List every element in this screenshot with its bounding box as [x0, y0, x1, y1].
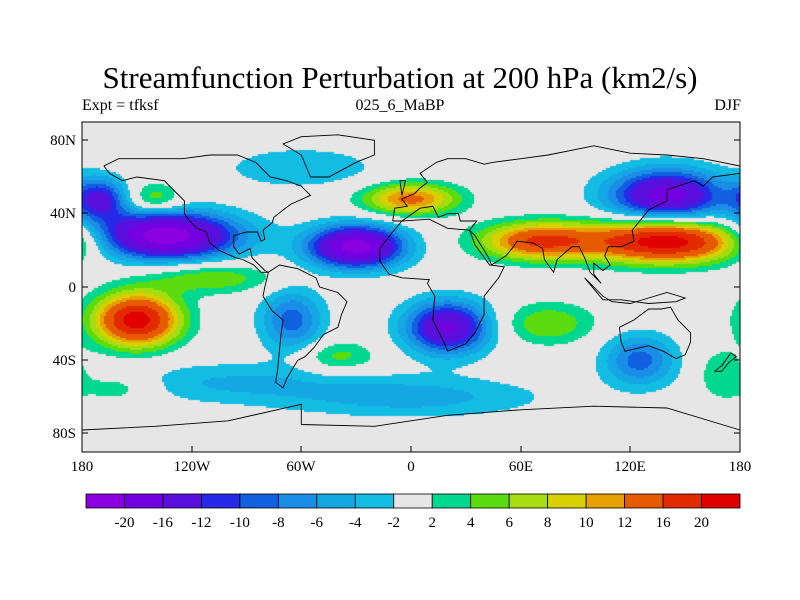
y-axis: 80N 40N 0 40S 80S: [50, 133, 740, 442]
colorbar-label: 4: [467, 515, 475, 531]
colorbar-label: 2: [428, 515, 436, 531]
colorbar-swatch: [470, 493, 510, 509]
coastline: [282, 134, 375, 178]
coastline: [584, 277, 687, 304]
colorbar-swatch: [431, 493, 472, 509]
colorbar-swatch: [585, 493, 625, 509]
coastline: [399, 180, 407, 196]
colorbar-swatch: [239, 493, 279, 509]
colorbar-label: 20: [694, 515, 709, 531]
y-tick-label: 80N: [50, 133, 76, 149]
colorbar-swatch: [316, 493, 356, 509]
coastline: [392, 145, 741, 284]
experiment-label: Expt = tfksf: [82, 97, 159, 114]
colorbar-label: -8: [272, 515, 285, 531]
x-tick-label: 180: [729, 459, 752, 475]
x-tick-label: 120W: [174, 459, 212, 475]
colorbar-label: 8: [544, 515, 552, 531]
colorbar-swatch: [201, 493, 241, 509]
colorbar-label: 16: [656, 515, 672, 531]
y-tick-label: 40S: [53, 353, 76, 369]
x-axis: 180 120W 60W 0 60E 120E 180: [71, 446, 752, 475]
colorbar-swatch: [124, 493, 164, 509]
coastline: [618, 306, 692, 359]
colorbar-swatch: [701, 493, 741, 509]
x-tick-label: 60E: [509, 459, 533, 475]
colorbar-label: -20: [115, 515, 135, 531]
x-tick-label: 0: [407, 459, 415, 475]
colorbar-label: -12: [191, 515, 211, 531]
coastline: [262, 264, 348, 389]
x-tick-label: 180: [71, 459, 94, 475]
colorbar-swatch: [85, 493, 125, 509]
coastline: [81, 403, 741, 431]
y-tick-label: 80S: [53, 426, 76, 442]
run-label: 025_6_MaBP: [355, 97, 445, 114]
colorbar-label: 10: [579, 515, 594, 531]
y-tick-label: 40N: [50, 206, 76, 222]
colorbar-swatch: [508, 493, 549, 509]
colorbar: -20 -16 -12 -10 -8 -6 -4 -2 2 4 6 8 10 12 16 20: [85, 493, 741, 531]
colorbar-label: -16: [153, 515, 173, 531]
colorbar-swatch: [624, 493, 664, 509]
colorbar-label: -2: [388, 515, 401, 531]
colorbar-label: 12: [617, 515, 632, 531]
colorbar-swatch: [354, 493, 395, 509]
coastline: [379, 218, 505, 352]
colorbar-swatch: [547, 493, 587, 509]
contour-field: [82, 122, 740, 452]
contour-fill-image: [82, 122, 740, 452]
y-tick-label: 0: [69, 280, 77, 296]
coastline: [103, 154, 312, 273]
colorbar-label: 6: [505, 515, 513, 531]
colorbar-label: -6: [311, 515, 324, 531]
x-tick-label: 120E: [614, 459, 646, 475]
colorbar-swatch: [662, 493, 702, 509]
colorbar-swatch: [162, 493, 202, 509]
colorbar-swatch: [393, 493, 433, 509]
colorbar-swatch: [277, 493, 318, 509]
colorbar-label: -4: [349, 515, 362, 531]
coastlines: [81, 134, 741, 431]
season-label: DJF: [714, 97, 741, 114]
x-tick-label: 60W: [286, 459, 316, 475]
plot-title: Streamfunction Perturbation at 200 hPa (…: [102, 60, 698, 95]
colorbar-label: -10: [230, 515, 250, 531]
coastline: [714, 352, 738, 372]
